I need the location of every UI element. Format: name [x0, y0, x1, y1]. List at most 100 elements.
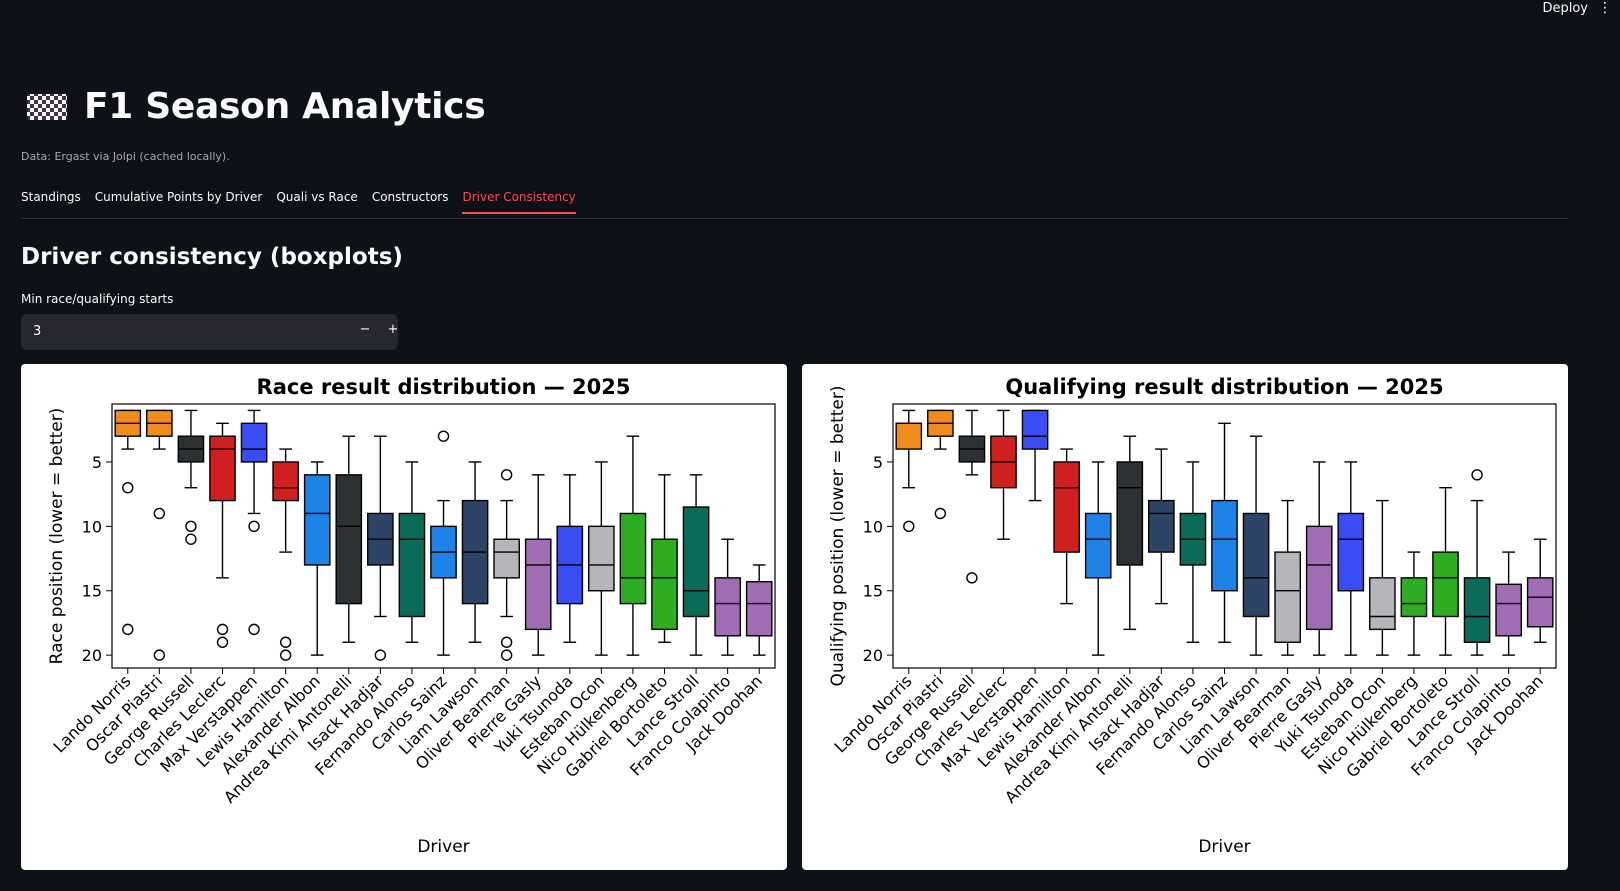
- min-starts-stepper: 3 − +: [21, 314, 398, 350]
- box-15: [588, 461, 615, 656]
- outlier-point: [437, 430, 450, 442]
- box-9: [1179, 461, 1207, 643]
- box-10: [1211, 422, 1238, 643]
- box-body: [745, 581, 773, 637]
- box-body: [895, 422, 923, 450]
- box-15: [1369, 499, 1396, 656]
- outlier-point: [122, 482, 134, 494]
- box-13: [1305, 461, 1333, 656]
- section-heading: Driver consistency (boxplots): [21, 244, 403, 270]
- y-tick-label: 10: [82, 517, 102, 536]
- tab-quali-vs-race[interactable]: Quali vs Race: [276, 190, 358, 204]
- box-body: [1369, 577, 1396, 631]
- outlier-point: [216, 623, 229, 636]
- chart-title: Race result distribution — 2025: [257, 375, 631, 399]
- box-12: [493, 469, 520, 661]
- outlier-point: [500, 649, 513, 661]
- tab-cumulative-points[interactable]: Cumulative Points by Driver: [94, 190, 263, 204]
- box-body: [1148, 499, 1175, 553]
- tab-divider: [21, 218, 1568, 219]
- outlier-point: [248, 623, 260, 636]
- box-body: [1337, 512, 1365, 592]
- checkered-flag-icon: [26, 92, 68, 122]
- box-11: [1242, 435, 1270, 656]
- y-tick-label: 15: [863, 582, 883, 601]
- outlier-point: [248, 520, 260, 533]
- box-1: [146, 409, 173, 661]
- tab-standings[interactable]: Standings: [21, 190, 81, 204]
- deploy-button[interactable]: Deploy: [1542, 1, 1588, 16]
- increment-button[interactable]: +: [387, 322, 399, 337]
- outlier-point: [500, 469, 513, 481]
- box-body: [619, 512, 647, 605]
- box-body: [303, 474, 331, 566]
- top-bar: Deploy ⋮: [0, 0, 1620, 20]
- data-source-caption: Data: Ergast via Jolpi (cached locally).: [21, 150, 230, 163]
- outlier-point: [934, 507, 947, 520]
- box-body: [1400, 577, 1428, 618]
- box-20: [745, 564, 773, 656]
- y-axis-label: Race position (lower = better): [47, 408, 67, 665]
- box-12: [1274, 499, 1301, 656]
- box-17: [651, 474, 678, 643]
- tab-driver-consistency[interactable]: Driver Consistency: [462, 190, 576, 214]
- box-body: [1432, 551, 1459, 618]
- box-body: [335, 474, 363, 605]
- outlier-point: [216, 636, 229, 648]
- box-body: [714, 577, 741, 637]
- box-2: [177, 409, 205, 545]
- outlier-point: [374, 649, 387, 661]
- box-13: [524, 474, 552, 656]
- outlier-point: [903, 520, 915, 533]
- box-body: [209, 435, 236, 502]
- box-5: [272, 448, 299, 661]
- outlier-point: [279, 636, 292, 648]
- outlier-point: [1471, 469, 1483, 481]
- y-tick-label: 10: [863, 517, 883, 536]
- plot-frame: [892, 403, 1557, 669]
- main-menu-icon[interactable]: ⋮: [1598, 0, 1612, 16]
- y-axis-label: Qualifying position (lower = better): [828, 385, 848, 686]
- tab-constructors[interactable]: Constructors: [371, 190, 449, 204]
- min-starts-input[interactable]: 3: [33, 324, 42, 339]
- box-3: [209, 422, 236, 648]
- box-17: [1432, 487, 1459, 656]
- box-8: [1148, 448, 1175, 605]
- box-4: [240, 409, 268, 636]
- chart-title: Qualifying result distribution — 2025: [1005, 375, 1443, 399]
- y-tick-label: 5: [92, 453, 102, 472]
- box-body: [1021, 409, 1049, 450]
- box-body: [588, 525, 615, 592]
- box-body: [1116, 461, 1144, 566]
- box-body: [1211, 499, 1238, 592]
- box-body: [1274, 551, 1301, 643]
- box-body: [1305, 525, 1333, 631]
- box-8: [367, 435, 394, 661]
- outlier-point: [153, 649, 166, 661]
- qualifying-distribution-chart: Qualifying result distribution — 2025 Qua…: [802, 364, 1568, 870]
- decrement-button[interactable]: −: [359, 322, 371, 337]
- y-tick-label: 15: [82, 582, 102, 601]
- outlier-point: [279, 649, 292, 661]
- box-4: [1021, 409, 1049, 502]
- box-body: [493, 538, 520, 579]
- box-19: [714, 538, 741, 656]
- box-body: [1053, 461, 1080, 553]
- box-18: [1463, 469, 1491, 656]
- outlier-point: [185, 520, 197, 533]
- outlier-point: [966, 572, 978, 584]
- box-6: [1084, 461, 1112, 656]
- box-18: [682, 474, 710, 656]
- race-distribution-chart: Race result distribution — 2025 Race posi…: [21, 364, 787, 870]
- box-5: [1053, 448, 1080, 605]
- box-body: [651, 538, 678, 631]
- box-11: [461, 461, 489, 643]
- box-1: [927, 409, 954, 520]
- box-body: [1084, 512, 1112, 579]
- box-body: [524, 538, 552, 631]
- box-body: [1463, 577, 1491, 643]
- outlier-point: [122, 623, 134, 636]
- x-axis-label: Driver: [417, 837, 469, 857]
- box-0: [114, 409, 142, 636]
- box-19: [1495, 551, 1522, 656]
